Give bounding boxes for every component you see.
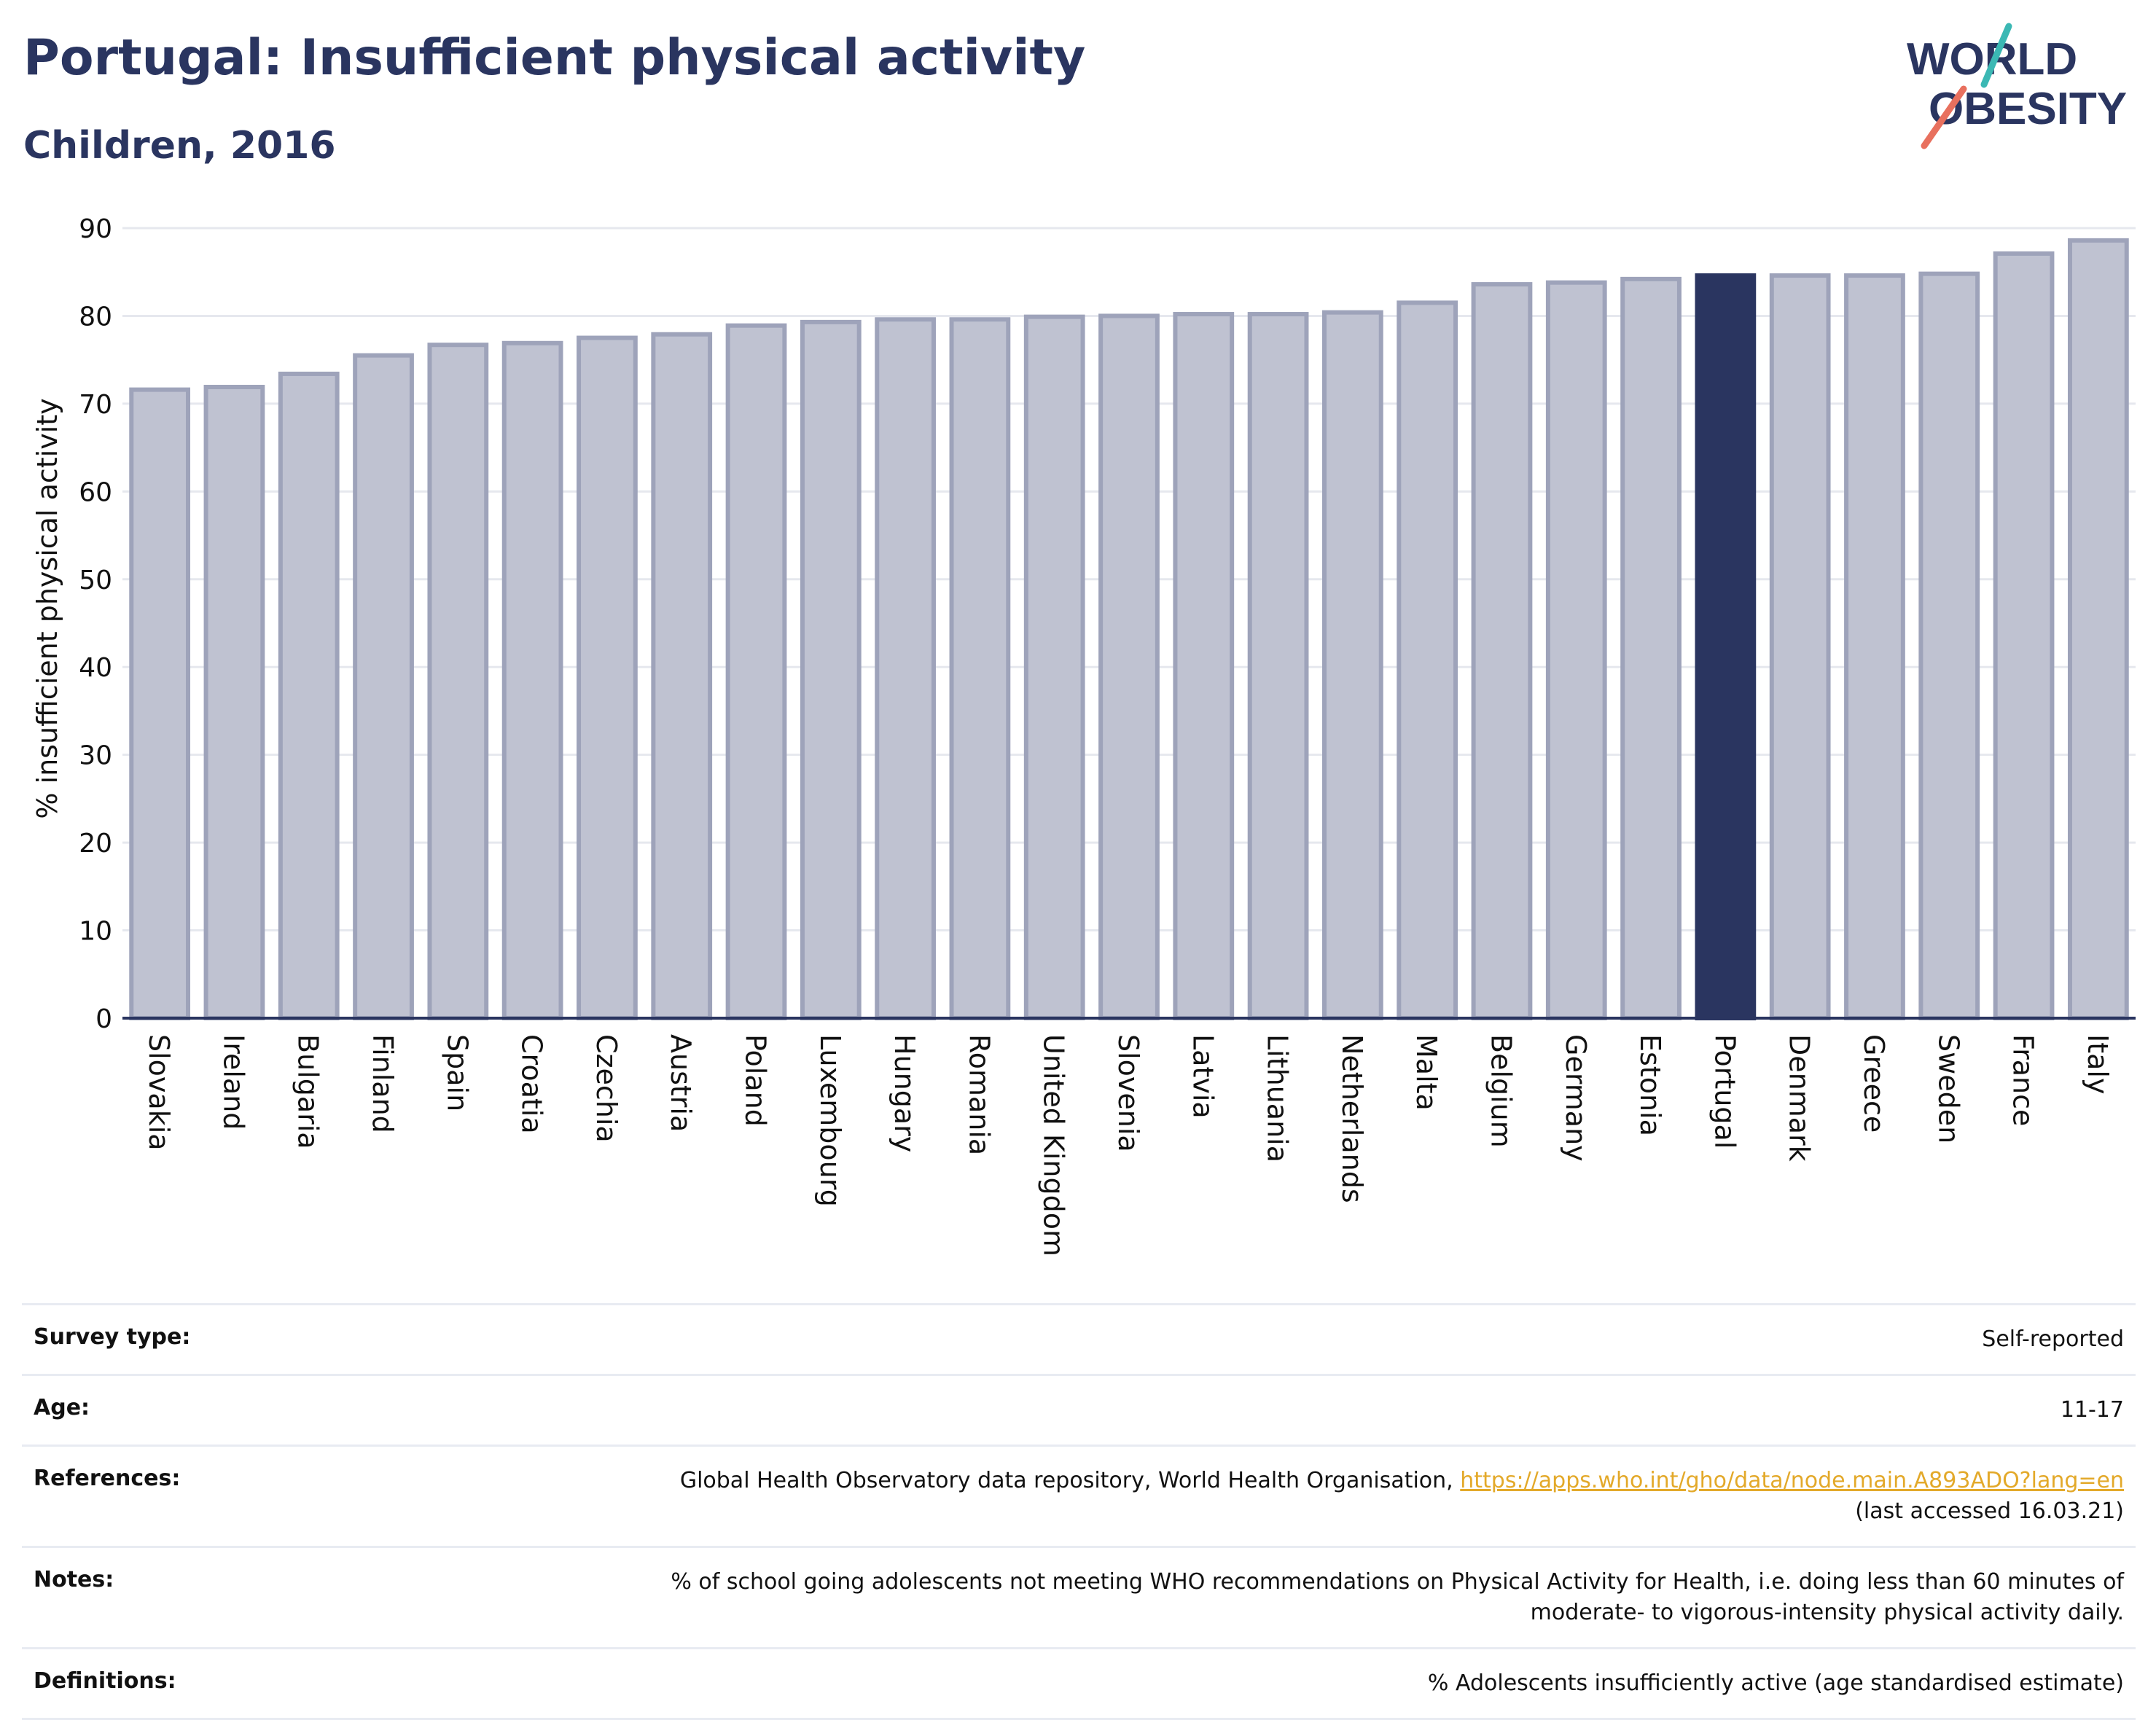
- reference-link[interactable]: https://apps.who.int/gho/data/node.main.…: [1460, 1468, 2124, 1493]
- x-tick-label: Belgium: [1485, 1034, 1517, 1148]
- logo-slash-teal: [1980, 23, 2012, 88]
- page-subtitle: Children, 2016: [23, 124, 336, 168]
- reference-text: Global Health Observatory data repositor…: [679, 1468, 1453, 1493]
- y-tick-label: 70: [79, 390, 112, 420]
- x-tick-label: Poland: [740, 1034, 772, 1127]
- y-axis-label: % insufficient physical activity: [31, 398, 63, 818]
- x-tick-label: Denmark: [1784, 1034, 1816, 1162]
- x-tick-label: Latvia: [1187, 1034, 1219, 1119]
- bar-estonia[interactable]: [1620, 276, 1682, 1020]
- bar-netherlands[interactable]: [1322, 310, 1383, 1021]
- meta-label: Survey type:: [34, 1324, 191, 1350]
- x-tick-label: France: [2007, 1034, 2039, 1126]
- y-tick-label: 50: [79, 566, 112, 595]
- meta-row-references: References: Global Health Observatory da…: [22, 1445, 2136, 1546]
- y-tick-label: 60: [79, 477, 112, 507]
- notes-line-1: % of school going adolescents not meetin…: [671, 1569, 2124, 1595]
- logo-slash-coral: [1921, 85, 1967, 149]
- meta-row-survey-type: Survey type: Self-reported: [22, 1303, 2136, 1374]
- bar-chart: 0 10 20 30 40 50 60 70 80 90 Slovakia Ireland Bulga…: [31, 214, 2136, 1256]
- meta-value: % of school going adolescents not meetin…: [671, 1567, 2124, 1628]
- x-tick-label: Austria: [665, 1034, 697, 1132]
- notes-line-2: moderate- to vigorous-intensity physical…: [1530, 1600, 2124, 1625]
- y-tick-label: 30: [79, 741, 112, 771]
- bar-sweden[interactable]: [1918, 271, 1980, 1021]
- y-tick-labels: 0 10 20 30 40 50 60 70 80 90: [79, 214, 112, 1034]
- x-tick-label: Portugal: [1708, 1034, 1741, 1149]
- x-tick-label: Croatia: [516, 1034, 548, 1134]
- meta-label: References:: [34, 1466, 181, 1491]
- bars: [129, 238, 2129, 1021]
- bar-hungary[interactable]: [875, 317, 936, 1021]
- meta-row-definitions: Definitions: % Adolescents insufficientl…: [22, 1647, 2136, 1720]
- x-tick-label: Finland: [367, 1034, 399, 1133]
- y-tick-label: 90: [79, 214, 112, 244]
- x-tick-label: Estonia: [1634, 1034, 1666, 1136]
- meta-row-age: Age: 11-17: [22, 1374, 2136, 1445]
- metadata-table: Survey type: Self-reported Age: 11-17 Re…: [22, 1303, 2136, 1720]
- meta-value: Self-reported: [1982, 1326, 2124, 1352]
- bar-austria[interactable]: [651, 332, 713, 1020]
- bar-france[interactable]: [1993, 251, 2055, 1021]
- bar-malta[interactable]: [1397, 300, 1458, 1020]
- bar-czechia[interactable]: [577, 335, 638, 1021]
- x-tick-label: Ireland: [217, 1034, 249, 1130]
- x-tick-label: Bulgaria: [292, 1034, 324, 1149]
- x-tick-label: Romania: [963, 1034, 995, 1155]
- bar-denmark[interactable]: [1769, 273, 1831, 1021]
- bar-greece[interactable]: [1844, 273, 1905, 1021]
- bar-lithuania[interactable]: [1247, 312, 1309, 1020]
- meta-value: Global Health Observatory data repositor…: [680, 1466, 2124, 1527]
- x-tick-label: Italy: [2082, 1034, 2114, 1094]
- meta-row-notes: Notes: % of school going adolescents not…: [22, 1546, 2136, 1647]
- x-tick-label: Spain: [441, 1034, 473, 1111]
- x-tick-label: Hungary: [888, 1034, 921, 1152]
- y-tick-label: 80: [79, 302, 112, 332]
- page-title: Portugal: Insufficient physical activity: [23, 29, 1086, 87]
- bar-slovenia[interactable]: [1098, 313, 1160, 1020]
- x-tick-label: Malta: [1410, 1034, 1442, 1111]
- x-tick-label: Slovakia: [143, 1034, 175, 1151]
- bar-slovakia[interactable]: [129, 387, 191, 1020]
- y-tick-label: 20: [79, 829, 112, 859]
- meta-label: Definitions:: [34, 1668, 176, 1694]
- bar-latvia[interactable]: [1173, 312, 1235, 1020]
- reference-accessed: (last accessed 16.03.21): [1855, 1498, 2124, 1524]
- y-tick-label: 0: [95, 1004, 112, 1034]
- meta-label: Notes:: [34, 1567, 114, 1592]
- meta-value: % Adolescents insufficiently active (age…: [1427, 1670, 2124, 1696]
- bar-belgium[interactable]: [1471, 282, 1533, 1020]
- x-tick-label: Sweden: [1932, 1034, 1964, 1144]
- x-tick-label: Greece: [1858, 1034, 1890, 1133]
- bar-luxembourg[interactable]: [800, 319, 862, 1020]
- bar-ireland[interactable]: [203, 385, 265, 1020]
- x-tick-label: Germany: [1560, 1034, 1592, 1162]
- x-tick-labels: Slovakia Ireland Bulgaria Finland Spain Croat…: [143, 1034, 2114, 1256]
- bar-romania[interactable]: [949, 317, 1011, 1021]
- y-tick-label: 40: [79, 653, 112, 683]
- bar-spain[interactable]: [427, 343, 489, 1021]
- y-tick-label: 10: [79, 917, 112, 947]
- x-tick-label: Netherlands: [1336, 1034, 1368, 1203]
- x-tick-label: United Kingdom: [1038, 1034, 1070, 1256]
- bar-germany[interactable]: [1545, 280, 1607, 1021]
- x-tick-label: Slovenia: [1112, 1034, 1144, 1152]
- x-tick-label: Czechia: [590, 1034, 622, 1143]
- bar-portugal[interactable]: [1695, 273, 1757, 1021]
- meta-value: 11-17: [2060, 1397, 2124, 1423]
- x-tick-label: Luxembourg: [814, 1034, 846, 1207]
- bar-finland[interactable]: [353, 353, 414, 1020]
- x-tick-label: Lithuania: [1262, 1034, 1294, 1162]
- bar-poland[interactable]: [725, 323, 787, 1020]
- bar-bulgaria[interactable]: [278, 371, 340, 1020]
- meta-label: Age:: [34, 1395, 90, 1420]
- world-obesity-logo: WORLD OBESITY: [1907, 23, 2127, 149]
- bar-croatia[interactable]: [501, 340, 563, 1020]
- bar-united-kingdom[interactable]: [1023, 314, 1085, 1021]
- bar-italy[interactable]: [2067, 238, 2129, 1021]
